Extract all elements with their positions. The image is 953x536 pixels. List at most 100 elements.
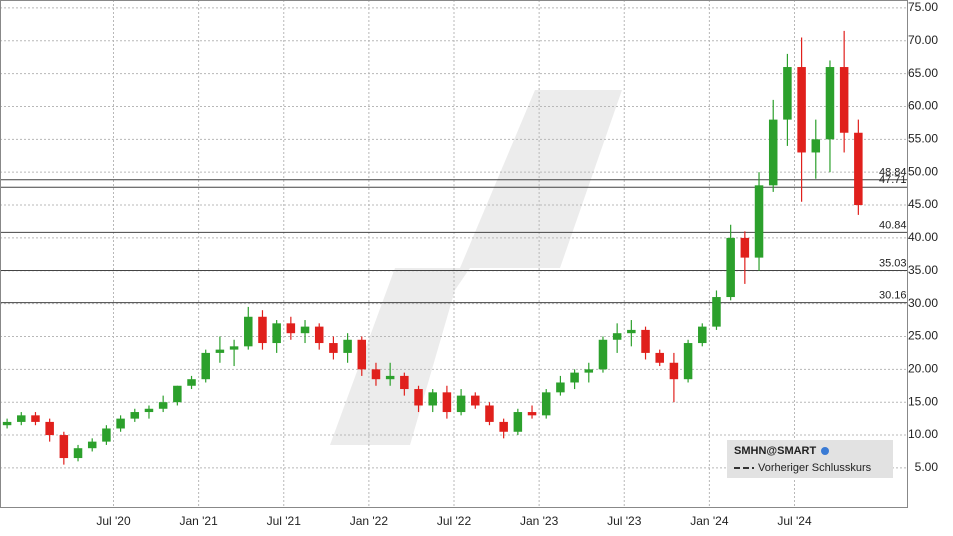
candle-body [854, 132, 863, 206]
legend-label: Vorheriger Schlusskurs [758, 462, 872, 474]
watermark [330, 90, 622, 445]
candle-body [314, 326, 324, 344]
candle-body [187, 379, 196, 386]
candle-body [116, 418, 125, 429]
candle-body [442, 392, 452, 413]
candle-body [839, 67, 849, 133]
candle-body [329, 343, 338, 353]
candle-body [825, 67, 835, 140]
legend-icon [821, 447, 829, 455]
x-tick-label: Jan '23 [520, 514, 559, 528]
candle-body [158, 402, 168, 409]
candle-body [768, 119, 778, 186]
candle-body [740, 237, 750, 258]
candle-body [87, 441, 97, 449]
x-tick-label: Jul '22 [437, 514, 472, 528]
candle-body [385, 375, 395, 380]
candle-body [215, 349, 225, 353]
candle-body [627, 329, 636, 334]
candle-body [45, 421, 54, 436]
x-tick-label: Jul '24 [777, 514, 812, 528]
y-tick-label: 60.00 [908, 99, 938, 113]
level-label: 30.16 [879, 289, 907, 301]
candle-body [811, 139, 821, 153]
candle-body [173, 385, 182, 403]
y-tick-label: 25.00 [908, 329, 938, 343]
y-tick-label: 35.00 [908, 263, 938, 277]
x-tick-label: Jan '24 [690, 514, 729, 528]
candle-body [456, 395, 466, 413]
candle-body [570, 372, 579, 383]
level-label: 47.71 [879, 174, 907, 186]
candle-body [712, 297, 721, 327]
candle-body [754, 185, 764, 258]
candle-body [612, 333, 622, 340]
candle-body [286, 323, 296, 334]
candle-body [400, 375, 409, 390]
x-tick-label: Jan '22 [350, 514, 389, 528]
legend: SMHN@SMART Vorheriger Schlusskurs [727, 440, 893, 478]
candle-body [471, 395, 480, 406]
candle-body [258, 316, 267, 344]
candle-body [428, 392, 437, 406]
candle-body [102, 428, 111, 442]
y-tick-label: 65.00 [908, 66, 938, 80]
candle-body [797, 67, 806, 153]
candle-body [17, 415, 26, 422]
candle-body [343, 339, 352, 353]
candle-body [201, 352, 210, 380]
x-tick-label: Jul '23 [607, 514, 642, 528]
level-label: 40.84 [879, 219, 907, 231]
candle-body [584, 369, 594, 373]
candle-body [73, 448, 83, 459]
candle-body [655, 352, 664, 363]
candle-body [272, 323, 281, 344]
candle-body [144, 408, 154, 413]
x-tick-label: Jul '21 [267, 514, 302, 528]
candle-body [783, 67, 792, 120]
candle-body [669, 362, 679, 380]
candle-body [229, 346, 239, 350]
candle-body [527, 412, 537, 416]
y-tick-label: 55.00 [908, 131, 938, 145]
y-tick-label: 20.00 [908, 362, 938, 376]
legend-title: SMHN@SMART [734, 445, 817, 457]
candle-body [541, 392, 551, 416]
y-tick-label: 75.00 [908, 0, 938, 14]
candle-body [244, 316, 253, 347]
candle-body [556, 382, 565, 393]
y-tick-label: 5.00 [915, 460, 939, 474]
candle-body [513, 412, 523, 432]
candle-body [371, 369, 381, 380]
candle-body [698, 326, 707, 344]
y-tick-label: 10.00 [908, 427, 938, 441]
y-tick-label: 30.00 [908, 296, 938, 310]
candle-body [31, 415, 40, 422]
candle-body [485, 405, 494, 422]
candle-body [414, 389, 423, 406]
candle-body [357, 339, 367, 370]
y-tick-label: 15.00 [908, 394, 938, 408]
candle-body [641, 329, 650, 353]
level-label: 48.84 [879, 167, 907, 179]
grid [0, 0, 908, 508]
candle-body [2, 421, 12, 426]
level-label: 35.03 [879, 257, 907, 269]
y-tick-label: 50.00 [908, 164, 938, 178]
plot-frame [0, 0, 908, 508]
y-tick-label: 45.00 [908, 197, 938, 211]
legend-box [727, 440, 893, 478]
candle-body [59, 435, 69, 459]
y-tick-label: 40.00 [908, 230, 938, 244]
candle-body [130, 412, 140, 419]
candle-body [598, 339, 608, 370]
x-tick-label: Jul '20 [96, 514, 131, 528]
candle-body [300, 326, 310, 334]
candle-body [499, 421, 508, 432]
x-tick-label: Jan '21 [179, 514, 218, 528]
candles [2, 30, 863, 465]
y-tick-label: 70.00 [908, 33, 938, 47]
candle-body [726, 237, 735, 298]
